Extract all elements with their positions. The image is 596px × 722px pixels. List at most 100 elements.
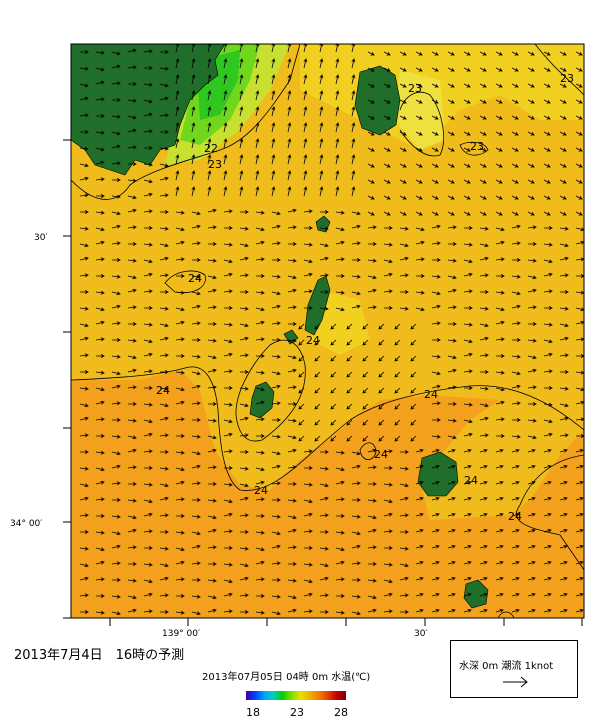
arrow-icon [543,67,551,72]
arrow-icon [575,195,583,200]
arrow-icon [239,273,249,278]
arrow-icon [463,147,471,152]
arrow-icon [543,512,552,517]
arrow-icon [79,593,89,598]
arrow-icon [559,448,568,453]
arrow-icon [95,370,105,375]
arrow-icon [127,338,137,343]
arrow-icon [160,290,169,294]
arrow-icon [431,304,441,309]
arrow-icon [80,530,89,534]
arrow-icon [511,67,519,72]
arrow-icon [479,256,489,261]
arrow-icon [319,58,324,69]
arrow-icon [543,592,552,597]
arrow-icon [351,514,361,519]
arrow-icon [447,147,455,152]
arrow-icon [207,208,217,213]
arrow-icon [383,51,391,56]
arrow-icon [463,419,473,424]
arrow-icon [112,338,121,342]
arrow-icon [463,369,473,374]
contour-label: 23 [470,140,484,153]
arrow-icon [495,464,504,469]
arrow-icon [95,257,105,262]
arrow-icon [127,545,137,550]
arrow-icon [319,576,329,581]
arrow-icon [175,370,185,375]
arrow-icon [367,67,375,72]
arrow-icon [207,138,212,149]
arrow-icon [176,354,185,358]
arrow-icon [362,435,369,442]
arrow-icon [543,99,551,104]
arrow-icon [95,467,105,472]
arrow-icon [191,611,201,616]
arrow-icon [543,131,551,136]
arrow-icon [175,186,180,197]
arrow-icon [447,480,456,485]
arrow-icon [175,417,185,422]
arrow-icon [175,337,185,342]
arrow-icon [335,138,340,149]
arrow-icon [111,401,121,406]
arrow-icon [431,608,440,613]
arrow-icon [527,435,537,440]
arrow-icon [159,163,169,168]
arrow-icon [159,496,169,501]
arrow-icon [336,274,345,278]
arrow-icon [207,305,217,310]
arrow-icon [410,419,417,426]
arrow-icon [287,385,297,390]
arrow-icon [447,288,457,293]
arrow-icon [175,547,185,552]
arrow-icon [288,322,297,326]
arrow-icon [79,96,89,101]
arrow-icon [559,51,567,56]
arrow-icon [479,560,488,565]
arrow-icon [271,224,281,229]
arrow-icon [287,545,297,550]
arrow-icon [431,401,441,406]
contour-label: 24 [424,388,438,401]
arrow-icon [367,99,375,104]
contour-label: 24 [306,334,320,347]
arrow-icon [463,496,472,501]
arrow-icon [415,131,423,136]
arrow-icon [319,154,324,165]
arrow-icon [111,304,121,309]
arrow-icon [527,179,535,184]
arrow-icon [362,419,369,426]
arrow-icon [575,528,584,533]
arrow-icon [559,416,569,421]
arrow-icon [399,466,409,471]
arrow-icon [298,371,305,378]
arrow-icon [543,369,553,374]
water-cool-3 [395,70,445,150]
arrow-icon [298,339,305,346]
arrow-icon [287,465,297,470]
arrow-icon [511,560,520,565]
arrow-icon [335,467,345,472]
arrow-icon [143,579,153,584]
arrow-icon [287,208,297,213]
arrow-icon [351,154,356,165]
arrow-icon [335,530,345,535]
lat-label-34: 34° 00′ [10,519,42,529]
arrow-icon [527,608,536,613]
arrow-icon [479,51,487,56]
arrow-icon [495,257,505,262]
arrow-icon [351,74,356,85]
arrow-icon [351,274,361,279]
arrow-icon [479,131,487,136]
arrow-icon [463,339,473,344]
land-izu-peninsula [71,44,226,176]
arrow-icon [527,544,536,549]
arrow-icon [367,225,377,230]
arrow-icon [79,483,89,488]
arrow-icon [144,466,153,470]
arrow-icon [95,417,105,422]
arrow-icon [383,579,393,584]
arrow-icon [378,339,385,346]
arrow-icon [191,106,196,117]
